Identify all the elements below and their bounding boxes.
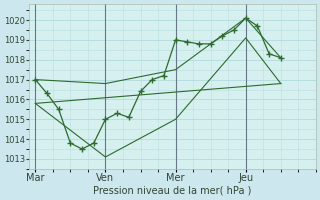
X-axis label: Pression niveau de la mer( hPa ): Pression niveau de la mer( hPa ) — [93, 186, 252, 196]
